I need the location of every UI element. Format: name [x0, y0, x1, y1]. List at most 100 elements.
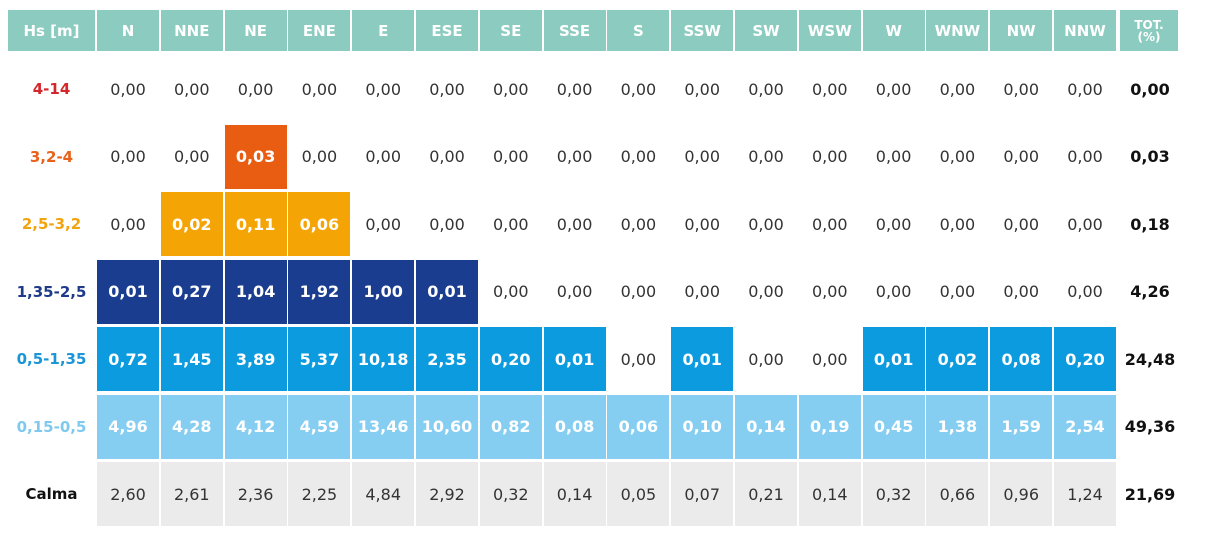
value-cell: 0,00: [875, 147, 912, 166]
value-cell: 0,00: [301, 79, 338, 99]
header-direction: S: [607, 10, 670, 51]
value-cell: 0,00: [1003, 79, 1039, 99]
header-direction: NE: [224, 10, 287, 51]
value-cell: 0,01: [862, 327, 925, 391]
value-cell: 0,00: [684, 147, 720, 166]
value-cell: 0,00: [748, 147, 784, 166]
value-cell: 0,00: [620, 147, 657, 166]
value-cell: 0,00: [684, 214, 720, 234]
value-cell: 0,00: [110, 214, 146, 234]
header-direction: SW: [735, 10, 797, 51]
value-cell: 4,12: [224, 394, 287, 459]
row-label: 3,2-4: [29, 147, 74, 166]
value-cell: 2,54: [1054, 394, 1116, 459]
header-direction: SSW: [671, 10, 734, 51]
value-cell: 0,00: [365, 214, 401, 234]
value-cell: 0,00: [939, 214, 976, 234]
value-cell: 0,00: [429, 214, 465, 234]
row-total: 4,26: [1130, 282, 1170, 301]
header-direction: NNW: [1054, 10, 1116, 51]
value-cell: 0,01: [671, 327, 734, 391]
value-cell: 0,00: [110, 79, 146, 99]
value-cell: 0,00: [811, 214, 848, 234]
row-total: 0,03: [1130, 147, 1170, 166]
value-cell: 0,14: [798, 462, 861, 526]
value-cell: 0,00: [1003, 147, 1039, 166]
value-cell: 0,00: [1003, 282, 1039, 301]
row-total: 49,36: [1124, 417, 1176, 436]
value-cell: 4,84: [352, 462, 415, 526]
value-cell: 0,06: [607, 394, 670, 459]
value-cell: 0,20: [1054, 327, 1116, 391]
row-total: 21,69: [1124, 484, 1176, 504]
value-cell: 0,00: [492, 79, 529, 99]
header-label: Hs [m]: [8, 10, 95, 51]
value-cell: 0,07: [671, 462, 734, 526]
value-cell: 0,00: [875, 282, 912, 301]
row-total: 0,18: [1130, 214, 1170, 234]
value-cell: 5,37: [288, 327, 351, 391]
row-label: 2,5-3,2: [21, 215, 82, 233]
value-cell: 0,00: [429, 79, 465, 99]
value-cell: 0,00: [620, 282, 657, 301]
value-cell: 0,11: [224, 192, 287, 256]
value-cell: 0,00: [875, 79, 912, 99]
value-cell: 0,00: [620, 79, 657, 99]
value-cell: 0,00: [556, 79, 593, 99]
value-cell: 0,20: [479, 327, 542, 391]
value-cell: 0,00: [748, 79, 784, 99]
header-direction: SSE: [543, 10, 606, 51]
value-cell: 2,25: [288, 462, 351, 526]
value-cell: 0,00: [684, 79, 720, 99]
value-cell: 0,82: [479, 394, 542, 459]
value-cell: 0,32: [479, 462, 542, 526]
header-direction: NNE: [160, 10, 223, 51]
value-cell: 4,28: [160, 394, 223, 459]
value-cell: 0,00: [748, 282, 784, 301]
header-direction: W: [862, 10, 925, 51]
value-cell: 2,35: [416, 327, 478, 391]
value-cell: 0,32: [862, 462, 925, 526]
value-cell: 0,08: [990, 327, 1053, 391]
value-cell: 3,89: [224, 327, 287, 391]
value-cell: 1,24: [1054, 462, 1116, 526]
value-cell: 0,00: [1067, 214, 1103, 234]
value-cell: 0,21: [735, 462, 797, 526]
value-cell: 0,00: [110, 147, 146, 166]
value-cell: 13,46: [352, 394, 415, 459]
value-cell: 0,00: [939, 147, 976, 166]
value-cell: 0,00: [173, 147, 210, 166]
value-cell: 0,00: [620, 349, 657, 369]
value-cell: 0,06: [288, 192, 351, 256]
value-cell: 0,66: [926, 462, 989, 526]
value-cell: 1,04: [224, 259, 287, 324]
value-cell: 0,00: [939, 79, 976, 99]
value-cell: 2,36: [224, 462, 287, 526]
value-cell: 0,00: [1067, 79, 1103, 99]
row-label: Calma: [25, 485, 78, 503]
value-cell: 0,14: [543, 462, 606, 526]
value-cell: 0,00: [237, 79, 274, 99]
value-cell: 0,00: [620, 214, 657, 234]
value-cell: 0,00: [556, 147, 593, 166]
value-cell: 0,00: [173, 79, 210, 99]
row-label: 1,35-2,5: [16, 282, 87, 301]
value-cell: 4,59: [288, 394, 351, 459]
value-cell: 0,03: [224, 124, 287, 189]
row-label: 0,15-0,5: [16, 417, 87, 436]
value-cell: 0,00: [365, 147, 401, 166]
value-cell: 0,00: [556, 214, 593, 234]
row-label: 4-14: [32, 80, 71, 98]
value-cell: 0,01: [543, 327, 606, 391]
value-cell: 0,00: [748, 349, 784, 369]
value-cell: 0,00: [1003, 214, 1039, 234]
value-cell: 0,00: [1067, 282, 1103, 301]
value-cell: 1,45: [160, 327, 223, 391]
value-cell: 0,00: [811, 349, 848, 369]
value-cell: 2,92: [416, 462, 478, 526]
value-cell: 0,01: [416, 259, 478, 324]
value-cell: 0,00: [365, 79, 401, 99]
value-cell: 0,00: [492, 282, 529, 301]
value-cell: 1,59: [990, 394, 1053, 459]
value-cell: 2,61: [160, 462, 223, 526]
